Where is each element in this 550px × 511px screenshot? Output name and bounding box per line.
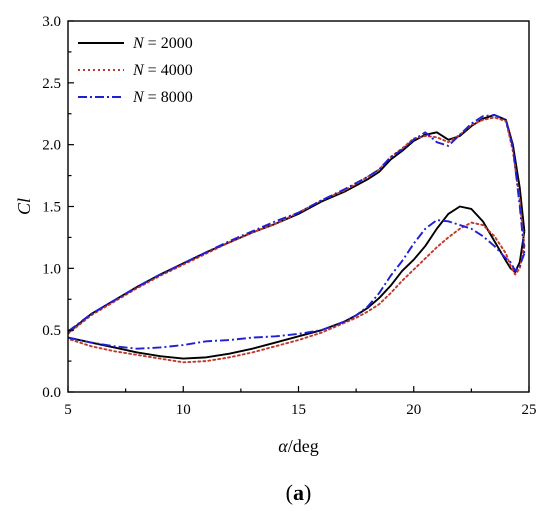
y-tick-label: 0.0 (42, 385, 61, 401)
x-axis-unit: /deg (288, 436, 319, 456)
x-tick-label: 10 (176, 402, 191, 418)
series-3-downstroke-line (68, 219, 526, 350)
legend-value: = 8000 (144, 89, 193, 106)
legend-variable: N (132, 62, 145, 79)
y-tick-label: 1.5 (42, 200, 61, 216)
x-axis-title: α/deg (278, 436, 318, 456)
caption-letter: a (293, 480, 304, 505)
series-3-upstroke-line (68, 114, 526, 333)
series-2-downstroke-line (68, 221, 526, 364)
y-tick-label: 1.0 (42, 261, 61, 277)
x-axis-symbol: α (278, 436, 288, 456)
x-axis: 5 10 15 20 25 (64, 386, 537, 418)
y-tick-label: 0.5 (42, 323, 61, 339)
y-axis: 0.0 0.5 1.0 1.5 2.0 2.5 3.0 (42, 14, 74, 401)
x-tick-label: 20 (406, 402, 421, 418)
y-tick-label: 3.0 (42, 14, 61, 30)
x-tick-label: 5 (64, 402, 72, 418)
legend-variable: N (132, 35, 145, 52)
legend-variable: N (132, 89, 145, 106)
series-2-upstroke-line (68, 116, 526, 335)
y-axis-title: Cl (14, 198, 34, 215)
legend-label-3: N = 8000 (132, 89, 193, 106)
series-1-downstroke-line (68, 205, 526, 360)
legend-value: = 2000 (144, 35, 193, 52)
legend-label-1: N = 2000 (132, 35, 193, 52)
x-tick-label: 15 (291, 402, 306, 418)
y-tick-label: 2.5 (42, 76, 61, 92)
y-tick-label: 2.0 (42, 138, 61, 154)
figure-caption: (a) (286, 480, 312, 505)
legend-label-2: N = 4000 (132, 62, 193, 79)
series-layer (68, 114, 526, 364)
legend-value: = 4000 (144, 62, 193, 79)
x-tick-label: 25 (522, 402, 537, 418)
